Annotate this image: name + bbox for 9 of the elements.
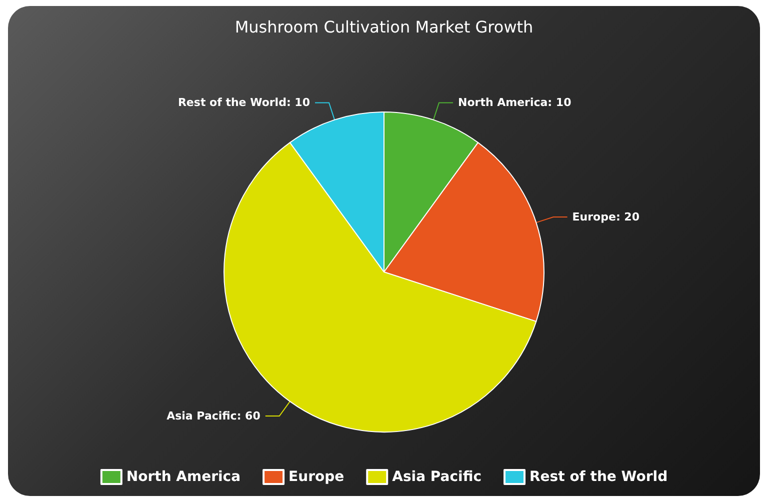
legend-label: Rest of the World xyxy=(530,469,668,485)
chart-title: Mushroom Cultivation Market Growth xyxy=(234,18,534,36)
data-label: Rest of the World: 10 xyxy=(178,96,310,110)
data-label: Asia Pacific: 60 xyxy=(166,410,261,423)
legend-label: Europe xyxy=(288,469,344,485)
legend-label: Asia Pacific xyxy=(392,469,482,485)
legend-label: North America xyxy=(126,469,241,485)
data-label: North America: 10 xyxy=(458,96,572,110)
data-label: Europe: 20 xyxy=(572,210,640,224)
